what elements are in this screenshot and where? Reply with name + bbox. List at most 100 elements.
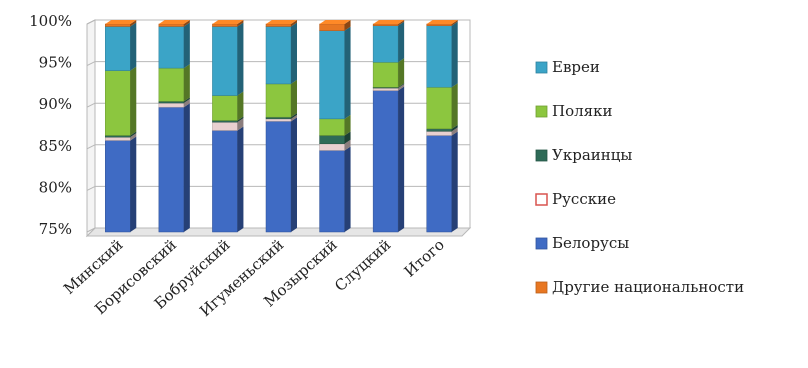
bar-segment-side <box>183 64 190 102</box>
bar-segment <box>426 23 452 26</box>
bar-segment <box>105 23 131 27</box>
bar-segment-side <box>291 22 297 84</box>
bar-segment-side <box>451 21 458 88</box>
bar-segment <box>158 106 185 233</box>
bar-segment-side <box>237 20 244 27</box>
bar-segment <box>158 23 185 27</box>
bar-segment <box>319 150 345 233</box>
bar-segment-side <box>344 114 351 136</box>
bar-segment <box>105 26 131 71</box>
gridline-side <box>86 227 96 233</box>
gridline-side <box>86 19 96 25</box>
bar-segment <box>265 118 292 122</box>
bar-segment-side <box>398 20 405 26</box>
bar-segment-side <box>237 91 244 121</box>
bar-segment <box>426 135 452 233</box>
legend-swatch <box>535 193 548 206</box>
y-tick-label: 75% <box>39 220 72 238</box>
y-tick-label: 90% <box>39 95 72 113</box>
bar-segment <box>105 136 131 141</box>
y-tick-label: 95% <box>39 54 72 72</box>
bar-segment <box>426 86 452 130</box>
bar-segment <box>319 135 345 145</box>
bar-top <box>319 20 351 24</box>
y-tick-label: 80% <box>39 178 72 196</box>
bar-top <box>105 20 137 24</box>
bar-segment-side <box>130 133 137 141</box>
legend-swatch <box>535 237 548 250</box>
bar-segment <box>212 95 238 121</box>
legend-label: Русские <box>552 190 616 208</box>
bar-segment <box>372 25 399 63</box>
y-tick-label: 100% <box>29 12 72 30</box>
bar-segment <box>212 130 238 233</box>
bar-segment-side <box>130 22 137 71</box>
bar-segment-side <box>183 103 190 232</box>
gridline-side <box>86 144 96 150</box>
bar-segment-side <box>237 116 244 123</box>
legend-swatch <box>535 61 548 74</box>
legend-label: Поляки <box>552 102 612 120</box>
bar-segment <box>319 30 345 120</box>
chart-side-wall <box>86 19 96 238</box>
bar-segment-side <box>183 97 190 104</box>
bar-segment <box>319 143 345 151</box>
bar-segment-side <box>451 131 458 232</box>
bar-segment-side <box>398 86 405 232</box>
bar-top <box>266 20 297 24</box>
bar-segment-side <box>344 146 351 232</box>
bar-segment <box>212 121 238 131</box>
bar-segment <box>372 90 399 233</box>
legend-label: Евреи <box>552 58 600 76</box>
bar-segment-side <box>130 20 137 27</box>
y-tick-label: 85% <box>39 137 72 155</box>
bar-segment <box>265 26 292 85</box>
bar-segment-side <box>291 114 297 122</box>
bar-segment-side <box>237 22 244 96</box>
legend-label: Другие национальности <box>552 278 744 296</box>
bar-segment-side <box>291 117 297 232</box>
bar-segment <box>372 62 399 88</box>
bar-segment-side <box>398 84 405 91</box>
legend-label: Белорусы <box>552 234 629 252</box>
bar-segment <box>426 25 452 88</box>
bar-top <box>212 20 244 24</box>
gridline-side <box>86 185 96 191</box>
x-tick-label: Слуцкий <box>331 236 394 295</box>
gridline-side <box>86 102 96 108</box>
bar-segment <box>212 26 238 96</box>
bar-segment-side <box>451 20 458 26</box>
bar-segment-side <box>451 83 458 129</box>
bar-top <box>373 20 405 24</box>
bar-segment-side <box>398 21 405 63</box>
bar-segment-side <box>183 22 190 69</box>
gridline-side <box>86 61 96 67</box>
bar-segment <box>426 131 452 136</box>
legend-swatch <box>535 281 548 294</box>
bar-segment <box>105 140 131 233</box>
bar-segment <box>265 83 292 118</box>
bar-segment-side <box>398 58 405 88</box>
bar-segment-side <box>344 131 351 144</box>
bar-segment <box>426 128 452 132</box>
bar-segment-side <box>130 136 137 232</box>
bar-segment-side <box>398 83 405 89</box>
bar-segment <box>105 70 131 136</box>
bar-segment-side <box>344 139 351 151</box>
bar-segment <box>212 23 238 27</box>
bar-segment-side <box>237 126 244 232</box>
bar-top <box>426 20 458 24</box>
bar-segment-side <box>183 99 190 108</box>
legend-swatch <box>535 105 548 118</box>
bar-top <box>158 20 190 24</box>
bar-segment-side <box>130 66 137 136</box>
x-tick-label: Итого <box>401 236 448 281</box>
bar-segment-side <box>183 20 190 27</box>
bar-segment-side <box>237 118 244 131</box>
bar-segment-side <box>291 79 297 118</box>
bar-segment <box>372 23 399 26</box>
bar-segment-side <box>130 131 137 138</box>
bar-segment-side <box>291 20 297 27</box>
bar-segment-side <box>344 20 351 31</box>
